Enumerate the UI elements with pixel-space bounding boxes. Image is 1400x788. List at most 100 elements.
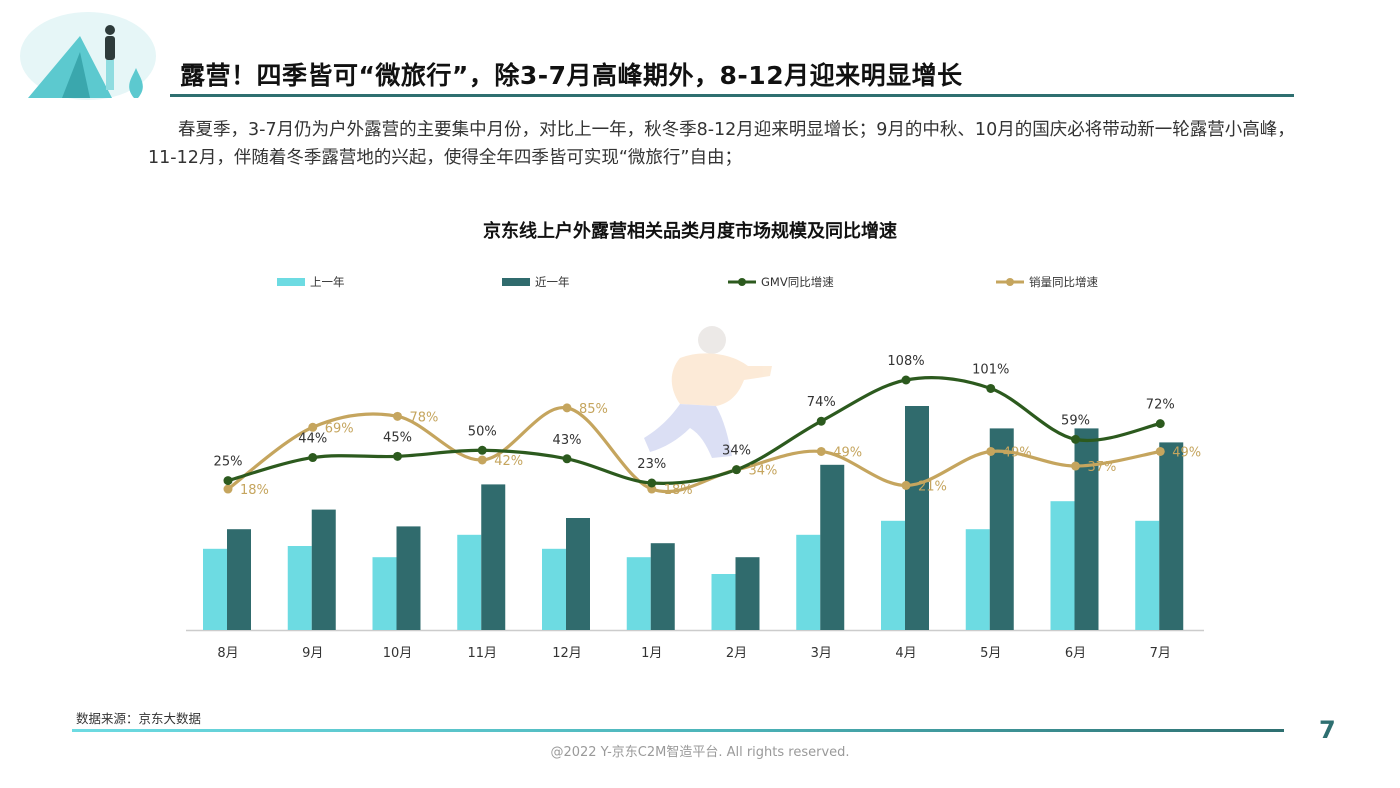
page-number: 7: [1319, 716, 1336, 744]
bar-prev-1: [287, 546, 312, 630]
bar-prev-9: [965, 529, 990, 630]
gmv-point: [477, 445, 487, 455]
x-tick-label: 3月: [811, 646, 832, 661]
bar-recent-9: [989, 428, 1014, 630]
x-tick-label: 8月: [217, 646, 238, 661]
legend-label-2: GMV同比增速: [761, 275, 834, 289]
sales-data-label: 21%: [918, 479, 947, 494]
legend-label-1: 近一年: [535, 275, 570, 289]
bar-recent-10: [1074, 428, 1099, 630]
tent-icon: [28, 36, 112, 98]
bar-prev-11: [1135, 520, 1160, 630]
bar-prev-8: [881, 520, 905, 630]
sales-data-label: 49%: [833, 445, 862, 460]
gmv-data-label: 44%: [298, 432, 327, 447]
x-tick-label: 9月: [302, 646, 323, 661]
sales-data-label: 69%: [325, 421, 354, 436]
sales-point: [393, 411, 402, 421]
sales-point: [901, 480, 911, 490]
bar-recent-5: [650, 543, 675, 630]
gmv-point: [647, 478, 657, 488]
person-body-icon: [105, 36, 115, 60]
sales-point: [1155, 446, 1165, 456]
intro-paragraph: 春夏季，3-7月仍为户外露营的主要集中月份，对比上一年，秋冬季8-12月迎来明显…: [148, 120, 1295, 168]
bar-prev-5: [626, 557, 651, 630]
x-tick-label: 12月: [552, 646, 582, 661]
legend-swatch-0: [277, 278, 305, 286]
data-source-note: 数据来源：京东大数据: [76, 711, 202, 726]
title-underline: [170, 94, 1294, 97]
bar-recent-3: [481, 484, 506, 630]
sales-data-label: 18%: [240, 483, 269, 498]
x-tick-label: 11月: [467, 646, 497, 661]
gmv-data-label: 45%: [383, 430, 412, 445]
gmv-point: [986, 383, 996, 393]
person-legs-icon: [106, 60, 114, 90]
gmv-data-label: 34%: [722, 444, 751, 459]
gmv-growth-line: [226, 375, 1162, 485]
bar-recent-2: [396, 526, 421, 630]
sales-data-label: 18%: [664, 483, 693, 498]
sales-point: [477, 455, 487, 465]
legend-marker-3: [1006, 278, 1014, 286]
tent-door-icon: [62, 52, 90, 98]
sales-point: [986, 446, 996, 456]
bar-prev-7: [796, 534, 821, 630]
runner-watermark: [644, 326, 772, 458]
gmv-point: [732, 465, 741, 475]
gmv-point: [1071, 434, 1080, 444]
bar-prev-0: [203, 548, 227, 630]
gmv-point: [901, 375, 911, 385]
bar-prev-4: [542, 548, 566, 630]
bar-prev-3: [457, 534, 482, 630]
x-tick-label: 10月: [383, 646, 413, 661]
sales-point: [1071, 461, 1080, 471]
bar-recent-0: [227, 529, 251, 630]
sales-data-label: 37%: [1088, 460, 1117, 475]
gmv-data-label: 101%: [972, 362, 1009, 377]
legend-swatch-1: [502, 278, 530, 286]
camping-illustration: [20, 12, 156, 100]
gmv-point: [1155, 419, 1165, 429]
gmv-data-label: 25%: [214, 455, 243, 470]
bar-recent-6: [735, 557, 760, 630]
slide-title: 露营！四季皆可“微旅行”，除3-7月高峰期外，8-12月迎来明显增长: [180, 61, 963, 90]
sales-point: [223, 484, 233, 494]
gmv-data-label: 74%: [807, 395, 836, 410]
sales-point: [562, 403, 572, 413]
copyright-text: @2022 Y-京东C2M智造平台. All rights reserved.: [550, 745, 850, 760]
sales-data-label: 49%: [1172, 445, 1201, 460]
sales-point: [816, 446, 826, 456]
bar-recent-8: [905, 406, 929, 630]
gmv-data-label: 108%: [887, 354, 924, 369]
chart-title: 京东线上户外露营相关品类月度市场规模及同比增速: [483, 220, 897, 242]
x-tick-label: 7月: [1150, 646, 1171, 661]
legend-label-0: 上一年: [310, 275, 345, 289]
gmv-point: [308, 453, 318, 463]
bar-prev-2: [372, 557, 397, 630]
gmv-point: [562, 454, 572, 464]
bar-prev-6: [711, 574, 736, 630]
bar-recent-7: [820, 464, 845, 630]
gmv-point: [816, 416, 826, 426]
legend-marker-2: [738, 278, 746, 286]
gmv-data-label: 50%: [468, 424, 497, 439]
person-head-icon: [105, 25, 115, 35]
gmv-data-label: 23%: [637, 457, 666, 472]
gmv-data-label: 43%: [553, 433, 582, 448]
x-tick-label: 1月: [641, 646, 662, 661]
sales-point: [308, 422, 318, 432]
x-tick-label: 6月: [1065, 646, 1086, 661]
bar-recent-1: [311, 509, 336, 630]
gmv-point: [223, 476, 233, 486]
x-tick-label: 4月: [895, 646, 916, 661]
footer-divider: [72, 729, 1284, 732]
bar-recent-4: [566, 518, 590, 630]
sales-data-label: 85%: [579, 402, 608, 417]
gmv-point: [393, 451, 402, 461]
legend-label-3: 销量同比增速: [1029, 275, 1098, 289]
sales-data-label: 42%: [494, 454, 523, 469]
x-tick-label: 2月: [726, 646, 747, 661]
bar-prev-10: [1050, 501, 1075, 630]
sales-data-label: 78%: [410, 410, 439, 425]
